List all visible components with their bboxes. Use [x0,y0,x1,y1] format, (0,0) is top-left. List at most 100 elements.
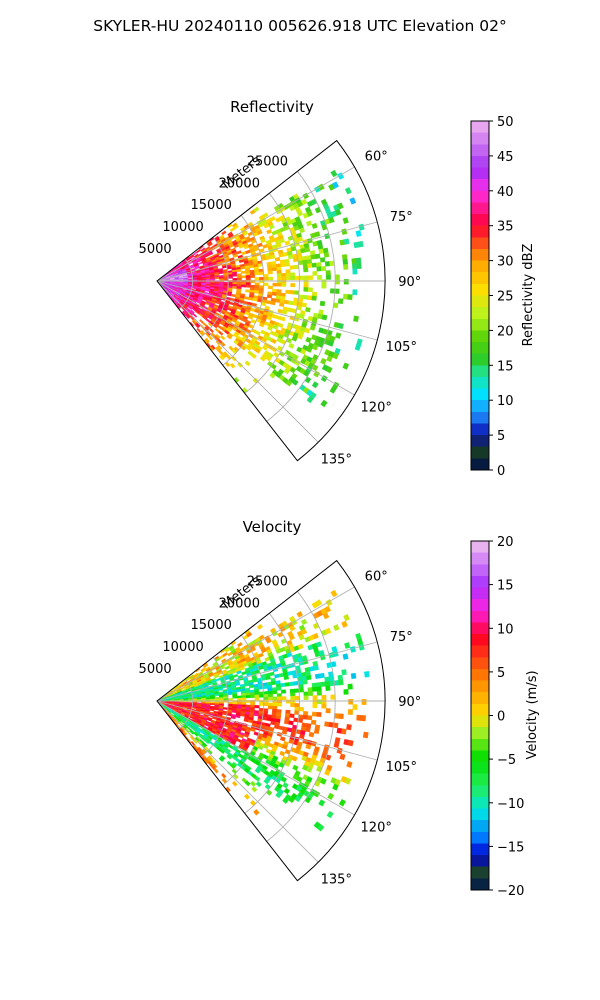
radar-cell [215,677,221,682]
radar-cell [337,202,344,210]
azimuth-tick-label: 75° [390,630,413,645]
radar-cell [248,296,254,301]
radar-cell [319,300,326,307]
radar-cell [320,357,327,365]
radar-cell [349,197,357,205]
radar-cell [275,791,282,799]
radar-cell [316,690,322,696]
radar-cell [309,324,316,331]
radar-cell [314,253,321,259]
radar-cell [312,686,318,692]
azimuth-tick-label: 120° [361,820,392,835]
radar-cell [316,262,322,268]
radar-cell [335,332,342,339]
radar-cell [214,698,220,701]
azimuth-tick-label: 75° [390,210,413,225]
radar-cell [272,699,278,704]
radar-cell [268,696,274,701]
radar-cell [257,745,264,751]
radar-cell [288,342,295,349]
radar-cell [208,251,214,256]
range-ring [200,236,229,338]
radar-cell [288,796,296,804]
range-ring [244,613,300,814]
radar-cell [218,330,224,336]
radar-cell [317,183,325,191]
radar-cell [311,682,317,688]
range-ring [266,591,336,842]
radar-cell [330,589,338,598]
radar-cell [230,293,237,298]
colorbar-tick-label: −5 [497,753,516,768]
radar-cell [252,297,259,302]
radar-cell [258,271,264,275]
radar-cell [258,652,264,658]
radar-cell [267,690,273,695]
radar-cell [333,624,340,632]
radar-cell [305,336,312,343]
radar-cell [346,724,352,731]
radar-cell [220,335,226,341]
radar-cell [284,682,290,687]
radar-cell [294,695,300,700]
radar-cell [245,275,251,279]
radar-cell [254,271,260,276]
radar-cell [244,780,251,787]
radar-cell [256,623,264,630]
colorbar-tick-label: 5 [497,666,505,681]
radar-cell [347,709,354,715]
radar-cell [207,335,213,341]
radar-cell [324,681,331,687]
radar-cell [251,786,258,793]
radar-cell [235,714,241,719]
radar-cell [311,381,319,389]
radar-cell [219,354,225,361]
radar-cell [342,653,349,660]
reflectivity-range-ticks: 5000 10000 15000 20000 25000 [139,154,289,257]
radar-cell [253,712,259,717]
radar-cell [255,781,262,788]
radar-cell [305,743,312,750]
radar-cell [277,322,284,329]
radar-cell [248,684,255,689]
radar-cell [332,181,339,189]
radar-cell [267,270,273,275]
radar-cell [290,692,296,697]
radar-cell [327,792,335,800]
radar-cell [254,694,260,698]
radar-cell [306,675,312,681]
radar-cell [236,688,242,693]
radar-cell [298,687,304,693]
radar-cell [245,277,251,281]
colorbar-tick-label: −20 [497,884,524,899]
range-ring [244,193,300,394]
azimuth-tick-label: 135° [321,872,352,887]
radar-cell [289,625,296,632]
radar-cell [259,277,265,281]
radar-cell [275,242,282,248]
azimuth-tick-label: 105° [386,340,417,355]
radar-cell [344,187,352,195]
radar-cell [269,372,276,379]
radar-cell [210,278,216,281]
radar-cell [263,276,269,281]
radar-cell [289,290,295,295]
azimuth-tick-label: 105° [386,760,417,775]
radar-cell [259,355,267,362]
azimuth-tick-label: 60° [365,150,388,165]
radar-cell [244,296,250,300]
radar-cell [285,276,291,281]
radar-cell [264,783,272,790]
radar-cell [325,685,331,691]
radar-cell [344,777,352,785]
radar-cell [361,699,367,705]
radar-cell [185,314,190,320]
colorbar-tick-label: 0 [497,464,505,479]
radar-cell [326,355,333,363]
radar-cell [311,711,318,717]
azimuth-spoke [156,700,319,863]
radar-cell [300,618,308,626]
radar-cell [236,250,242,255]
radar-cell [321,279,327,285]
range-tick-label: 10000 [162,220,203,235]
